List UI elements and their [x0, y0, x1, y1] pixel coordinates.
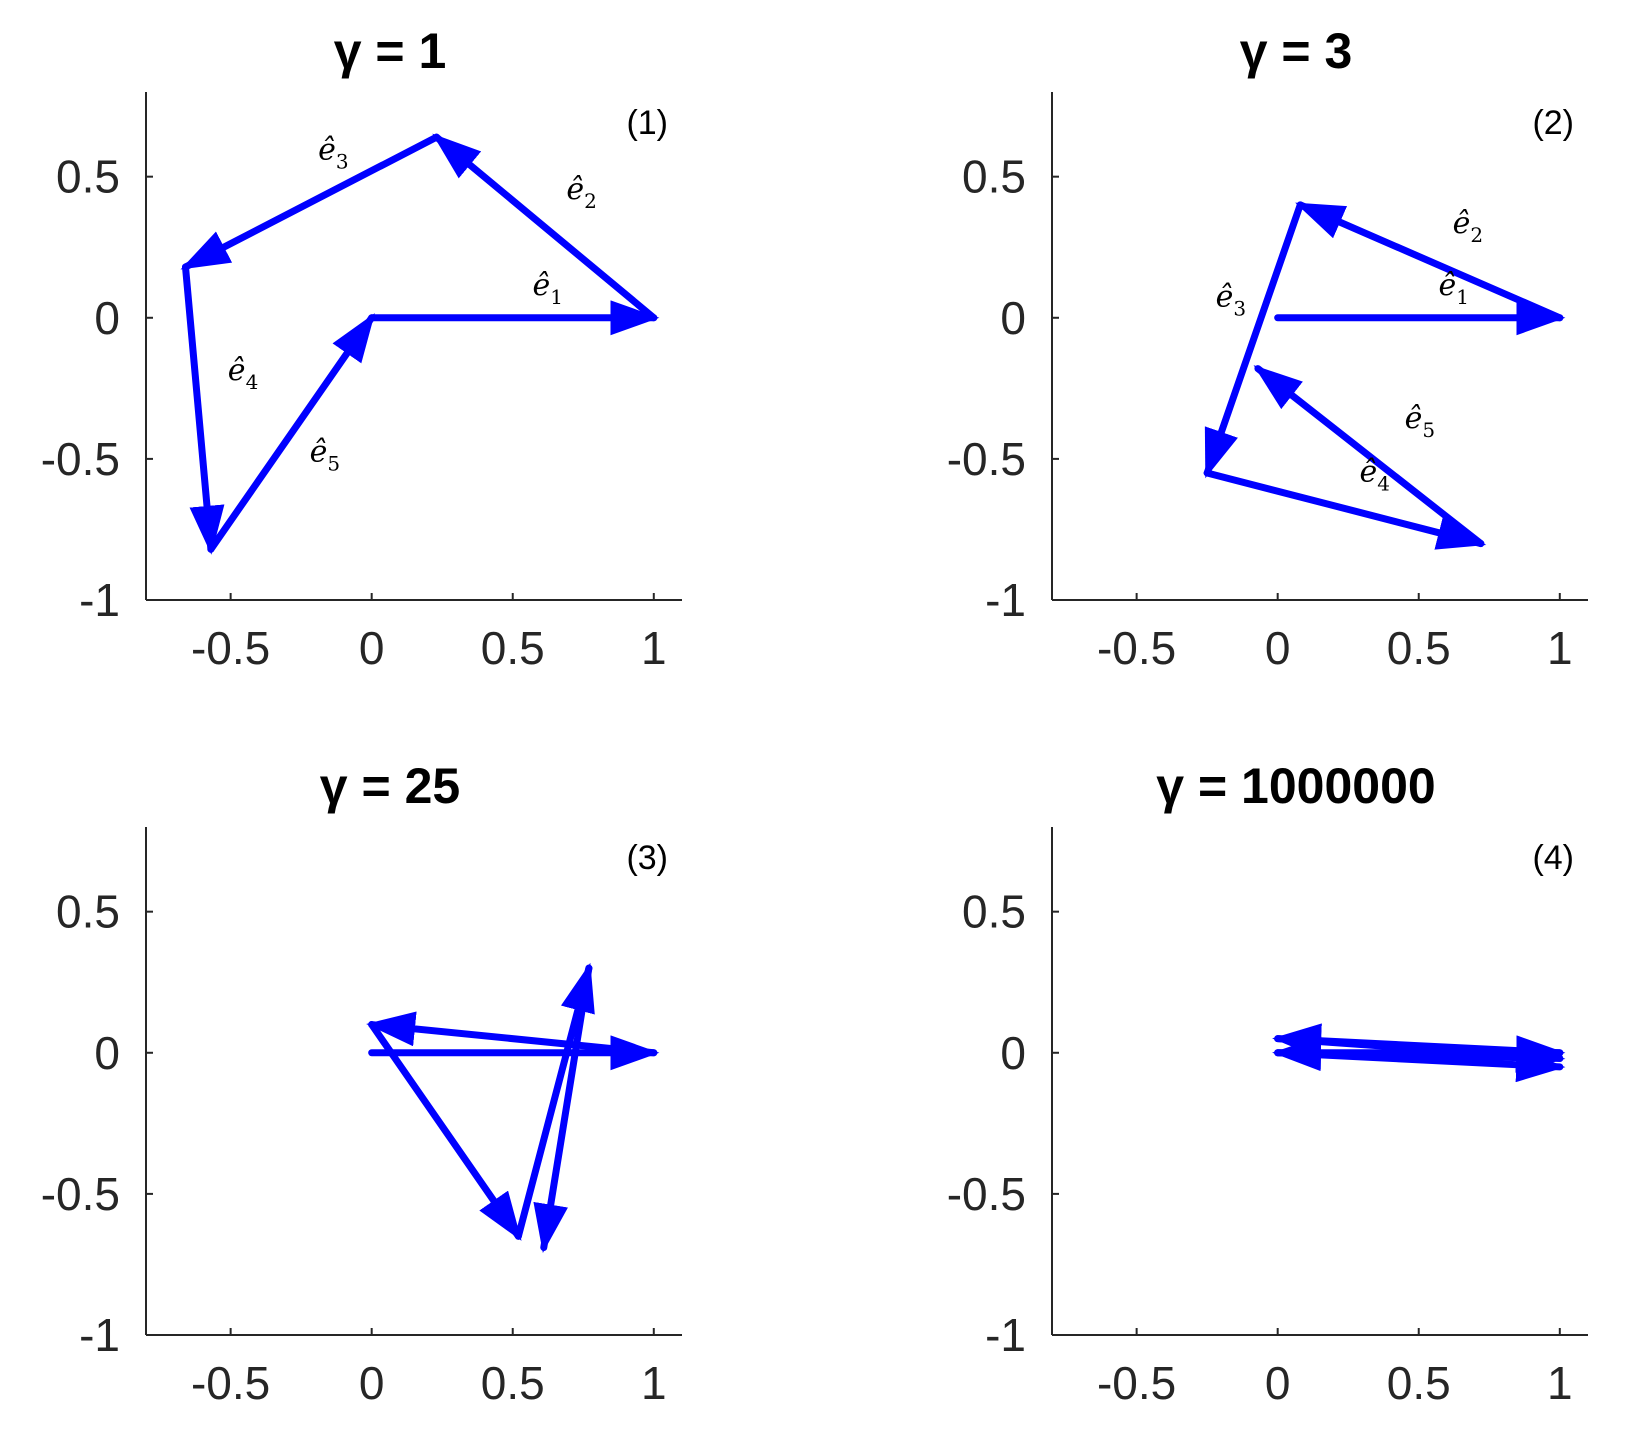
vector-label-sub: 5 — [1422, 418, 1435, 442]
x-tick-label: 1 — [1547, 622, 1573, 674]
vector-label-base: ê — [1438, 268, 1456, 303]
y-tick-label: -0.5 — [41, 433, 120, 485]
vector-e4 — [181, 263, 225, 555]
vector-label-base: ê — [1359, 454, 1377, 489]
y-tick-label: -0.5 — [947, 433, 1026, 485]
y-tick-label: 0 — [1000, 1027, 1026, 1079]
panel-1: γ = 1-0.5 0 0.5 1-1-0.500.5(1)ê1ê2ê3ê4e… — [41, 23, 682, 674]
vector-label-sub: 2 — [584, 189, 597, 213]
vector-label-sub: 3 — [1233, 296, 1246, 320]
x-tick-label: 1 — [641, 1357, 667, 1409]
vector-label: ê4 — [228, 353, 259, 394]
panel-title: γ = 1 — [334, 23, 447, 79]
vector-label: ê4 — [1359, 454, 1390, 495]
vector-label: ê1 — [532, 268, 563, 309]
x-tick-label: -0.5 — [1097, 1357, 1176, 1409]
vector-label-sub: 1 — [550, 285, 563, 309]
y-tick-label: 0 — [1000, 292, 1026, 344]
panel-title: γ = 25 — [320, 758, 460, 814]
y-tick-label: -1 — [79, 574, 120, 626]
vector-label: ê3 — [318, 133, 349, 174]
x-tick-label: 0.5 — [1387, 622, 1451, 674]
y-tick-label: -1 — [985, 1309, 1026, 1361]
vector-label-sub: 4 — [246, 370, 259, 394]
panel-2: γ = 3-0.5 0 0.5 1-1-0.500.5(2)ê1ê2ê3ê4e… — [947, 23, 1588, 674]
panel-label: (4) — [1532, 839, 1574, 877]
vector-label-sub: 1 — [1456, 285, 1469, 309]
x-tick-label: -0.5 — [191, 1357, 270, 1409]
y-tick-label: -1 — [985, 574, 1026, 626]
vector-e2 — [1295, 201, 1564, 322]
vector-e5 — [207, 313, 376, 553]
vector-label-base: ê — [228, 353, 246, 388]
x-tick-label: 0.5 — [481, 1357, 545, 1409]
x-tick-label: 0 — [359, 1357, 385, 1409]
panel-title: γ = 3 — [1240, 23, 1353, 79]
y-tick-label: 0.5 — [962, 886, 1026, 938]
vector-label: ê3 — [1216, 279, 1247, 320]
vector-label: ê5 — [310, 435, 341, 476]
x-tick-label: 1 — [641, 622, 667, 674]
vector-e3 — [368, 1021, 522, 1241]
x-tick-label: 0 — [1265, 622, 1291, 674]
vector-label-sub: 5 — [327, 452, 340, 476]
x-tick-label: 1 — [1547, 1357, 1573, 1409]
y-tick-label: 0.5 — [962, 151, 1026, 203]
panel-label: (3) — [626, 839, 668, 877]
x-tick-label: 0 — [1265, 1357, 1291, 1409]
x-tick-label: -0.5 — [191, 622, 270, 674]
vector-label-base: ê — [1453, 206, 1471, 241]
y-tick-label: -1 — [79, 1309, 120, 1361]
vector-e5 — [1274, 1047, 1566, 1083]
vector-label-base: ê — [310, 435, 328, 470]
x-tick-label: 0.5 — [1387, 1357, 1451, 1409]
y-tick-label: 0 — [94, 1027, 120, 1079]
x-tick-label: 0 — [359, 622, 385, 674]
vector-label-base: ê — [532, 268, 550, 303]
y-tick-label: 0 — [94, 292, 120, 344]
vector-label-base: ê — [318, 133, 336, 168]
y-tick-label: 0.5 — [56, 151, 120, 203]
vector-e4 — [1203, 469, 1487, 550]
vector-label: ê1 — [1438, 268, 1469, 309]
x-tick-label: -0.5 — [1097, 622, 1176, 674]
panel-4: γ = 1000000 -0.5 0 0.5 1 -1 -0.5 0 0.5 (4) — [947, 758, 1588, 1409]
vector-label-sub: 3 — [336, 150, 349, 174]
panel-label: (2) — [1532, 104, 1574, 142]
vector-e5 — [1253, 365, 1485, 548]
vector-e5 — [533, 964, 593, 1254]
vector-e3 — [180, 133, 441, 271]
vector-label: ê5 — [1405, 401, 1436, 442]
x-tick-label: 0.5 — [481, 622, 545, 674]
panel-title: γ = 1000000 — [1156, 758, 1435, 814]
y-tick-label: 0.5 — [56, 886, 120, 938]
vector-e4 — [514, 962, 595, 1240]
vector-label-sub: 4 — [1377, 471, 1390, 495]
vector-label-base: ê — [1405, 401, 1423, 436]
vector-e2 — [432, 133, 658, 322]
vector-label-base: ê — [1216, 279, 1234, 314]
y-tick-label: -0.5 — [41, 1168, 120, 1220]
vector-label: ê2 — [1453, 206, 1484, 247]
vector-e3 — [1203, 201, 1304, 479]
vector-e2 — [366, 1011, 658, 1057]
vector-label: ê2 — [566, 172, 597, 213]
panel-label: (1) — [626, 104, 668, 142]
panel-3: γ = 25 -0.5 0 0.5 1 -1 -0.5 0 0.5 (3) — [41, 758, 682, 1409]
vector-label-base: ê — [566, 172, 584, 207]
vector-label-sub: 2 — [1470, 223, 1483, 247]
y-tick-label: -0.5 — [947, 1168, 1026, 1220]
